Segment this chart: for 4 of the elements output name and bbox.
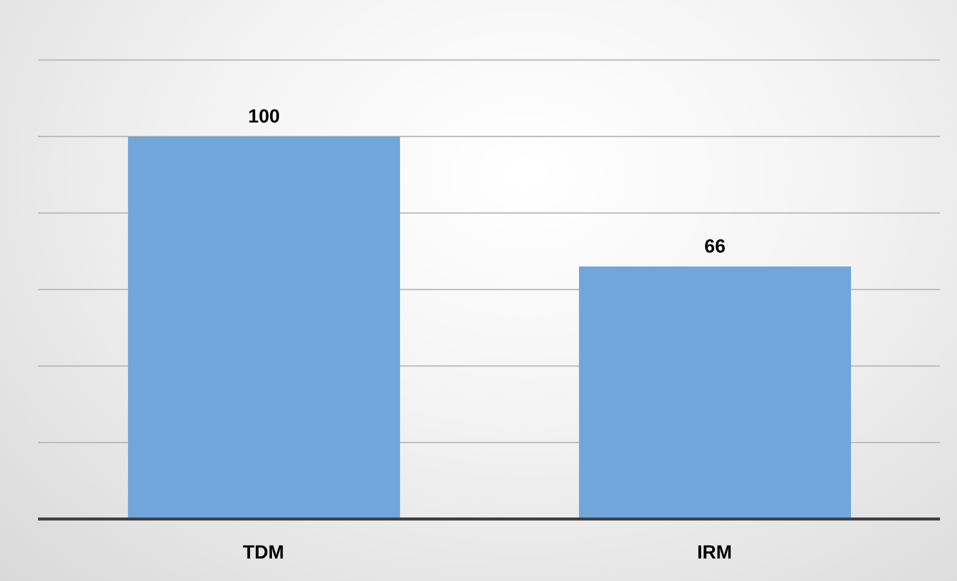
x-tick-label: IRM [697,542,732,564]
data-label: 66 [704,236,726,258]
x-tick-label: TDM [242,542,284,564]
data-label: 100 [248,106,280,128]
